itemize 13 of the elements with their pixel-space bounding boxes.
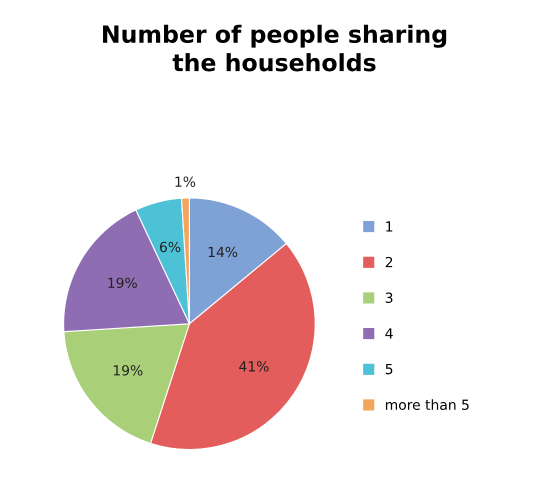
data-label: 14% <box>208 246 238 258</box>
legend-label: 1 <box>386 221 392 232</box>
legend-label: 2 <box>386 256 392 268</box>
data-label: 19% <box>108 278 137 288</box>
data-label: 19% <box>114 365 142 376</box>
legend-label: 4 <box>385 328 393 338</box>
data-label: 1% <box>175 176 196 187</box>
legend-label: 3 <box>386 292 392 303</box>
legend-label: more than 5 <box>386 399 469 410</box>
data-label: 41% <box>239 361 269 372</box>
data-label: 6% <box>160 242 180 252</box>
chart-title: Number of people sharing the households <box>103 24 446 72</box>
legend-label: 5 <box>386 364 392 374</box>
